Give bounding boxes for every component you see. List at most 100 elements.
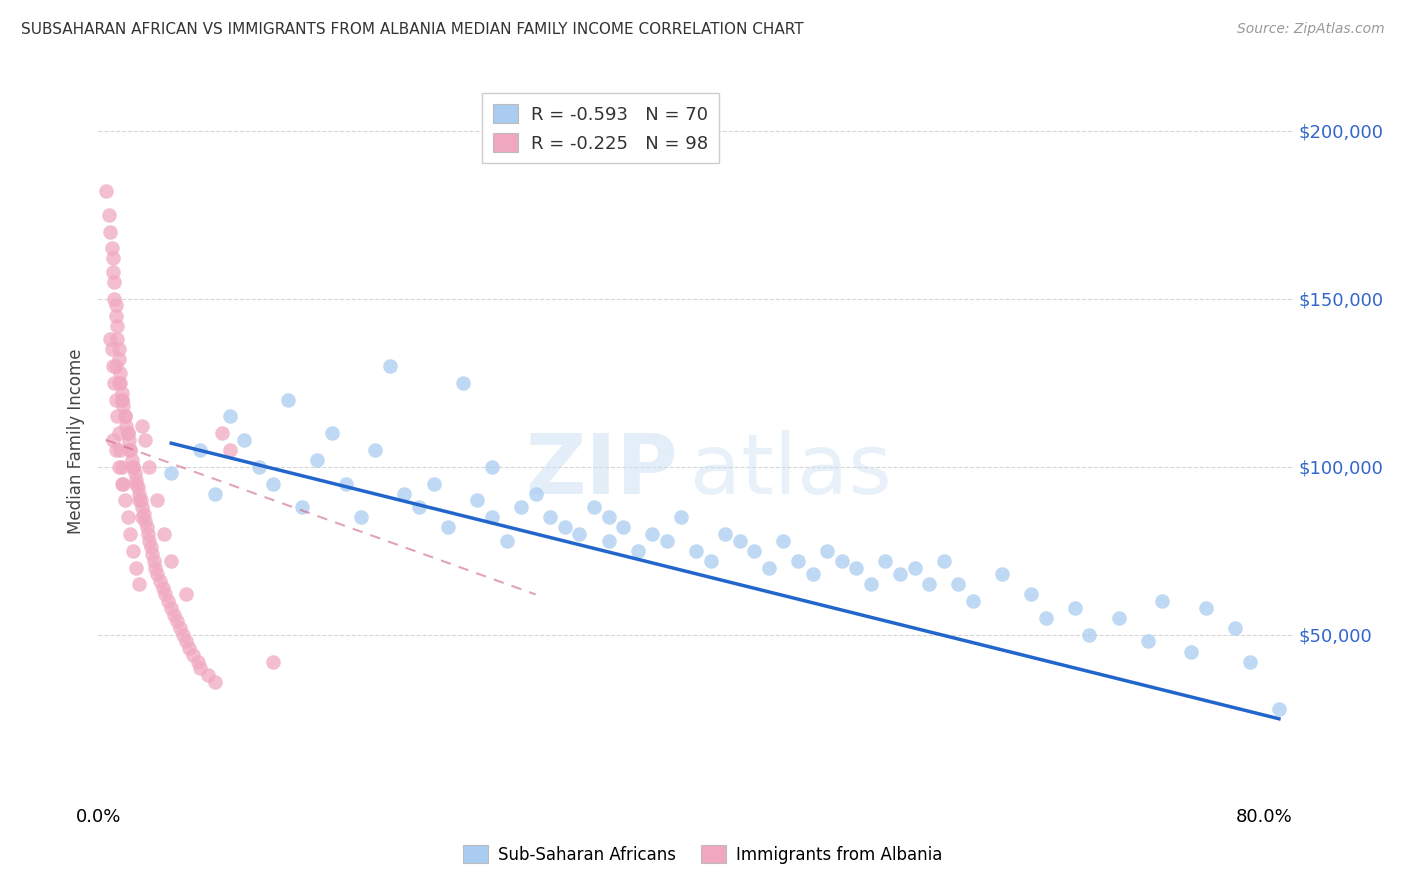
Point bbox=[125, 476, 148, 491]
Point bbox=[177, 641, 200, 656]
Point bbox=[181, 648, 204, 662]
Point bbox=[291, 500, 314, 514]
Point bbox=[991, 567, 1014, 582]
Point bbox=[118, 433, 141, 447]
Point bbox=[510, 500, 533, 514]
Point bbox=[129, 493, 152, 508]
Point bbox=[211, 426, 233, 441]
Point bbox=[108, 459, 131, 474]
Point bbox=[262, 476, 284, 491]
Point bbox=[153, 527, 176, 541]
Point bbox=[186, 655, 208, 669]
Point bbox=[262, 655, 284, 669]
Point bbox=[100, 241, 122, 255]
Point bbox=[321, 426, 343, 441]
Point bbox=[120, 442, 142, 457]
Point bbox=[98, 225, 121, 239]
Point bbox=[1239, 655, 1261, 669]
Point bbox=[103, 376, 125, 390]
Point bbox=[120, 442, 142, 457]
Point bbox=[451, 376, 474, 390]
Point bbox=[641, 527, 664, 541]
Point bbox=[103, 275, 125, 289]
Point bbox=[110, 376, 132, 390]
Point bbox=[197, 668, 219, 682]
Point bbox=[111, 476, 134, 491]
Point bbox=[101, 252, 124, 266]
Point bbox=[104, 298, 127, 312]
Point bbox=[831, 554, 853, 568]
Point bbox=[104, 392, 127, 407]
Point bbox=[125, 473, 148, 487]
Point bbox=[108, 376, 131, 390]
Point bbox=[627, 543, 650, 558]
Legend: R = -0.593   N = 70, R = -0.225   N = 98: R = -0.593 N = 70, R = -0.225 N = 98 bbox=[482, 93, 718, 163]
Point bbox=[101, 265, 124, 279]
Point bbox=[104, 442, 127, 457]
Point bbox=[524, 486, 547, 500]
Point bbox=[1180, 644, 1202, 658]
Point bbox=[108, 426, 131, 441]
Point bbox=[1225, 621, 1247, 635]
Point bbox=[103, 292, 125, 306]
Point bbox=[801, 567, 824, 582]
Point bbox=[948, 577, 970, 591]
Point bbox=[120, 527, 142, 541]
Point bbox=[1078, 628, 1101, 642]
Point bbox=[538, 510, 561, 524]
Point bbox=[728, 533, 751, 548]
Point bbox=[105, 318, 128, 333]
Point bbox=[127, 480, 149, 494]
Point bbox=[141, 547, 163, 561]
Point bbox=[655, 533, 678, 548]
Point bbox=[1064, 600, 1087, 615]
Point bbox=[121, 453, 143, 467]
Point bbox=[495, 533, 517, 548]
Point bbox=[134, 514, 156, 528]
Point bbox=[875, 554, 897, 568]
Point bbox=[190, 442, 212, 457]
Point bbox=[135, 520, 157, 534]
Point bbox=[758, 560, 780, 574]
Point bbox=[138, 533, 160, 548]
Point bbox=[112, 399, 135, 413]
Point bbox=[112, 476, 135, 491]
Point bbox=[1195, 600, 1218, 615]
Point bbox=[117, 426, 139, 441]
Point bbox=[111, 392, 134, 407]
Point bbox=[1152, 594, 1174, 608]
Point bbox=[134, 433, 156, 447]
Text: atlas: atlas bbox=[690, 430, 891, 511]
Point bbox=[155, 587, 177, 601]
Point bbox=[277, 392, 299, 407]
Point bbox=[114, 493, 136, 508]
Point bbox=[218, 442, 240, 457]
Point bbox=[117, 510, 139, 524]
Point bbox=[1019, 587, 1042, 601]
Point bbox=[859, 577, 882, 591]
Point bbox=[160, 467, 183, 481]
Point bbox=[100, 342, 122, 356]
Point bbox=[111, 385, 134, 400]
Point bbox=[174, 634, 197, 648]
Point bbox=[394, 486, 416, 500]
Point bbox=[110, 442, 132, 457]
Point bbox=[111, 392, 134, 407]
Point bbox=[138, 459, 160, 474]
Point bbox=[145, 567, 167, 582]
Point bbox=[128, 486, 150, 500]
Point bbox=[481, 510, 503, 524]
Point bbox=[190, 661, 212, 675]
Point bbox=[172, 628, 194, 642]
Point bbox=[122, 459, 145, 474]
Point bbox=[160, 554, 183, 568]
Point bbox=[98, 332, 121, 346]
Point bbox=[437, 520, 460, 534]
Point bbox=[108, 342, 131, 356]
Point bbox=[152, 581, 174, 595]
Point bbox=[1035, 611, 1057, 625]
Point bbox=[149, 574, 172, 588]
Point bbox=[598, 533, 620, 548]
Point bbox=[932, 554, 955, 568]
Y-axis label: Median Family Income: Median Family Income bbox=[67, 349, 86, 534]
